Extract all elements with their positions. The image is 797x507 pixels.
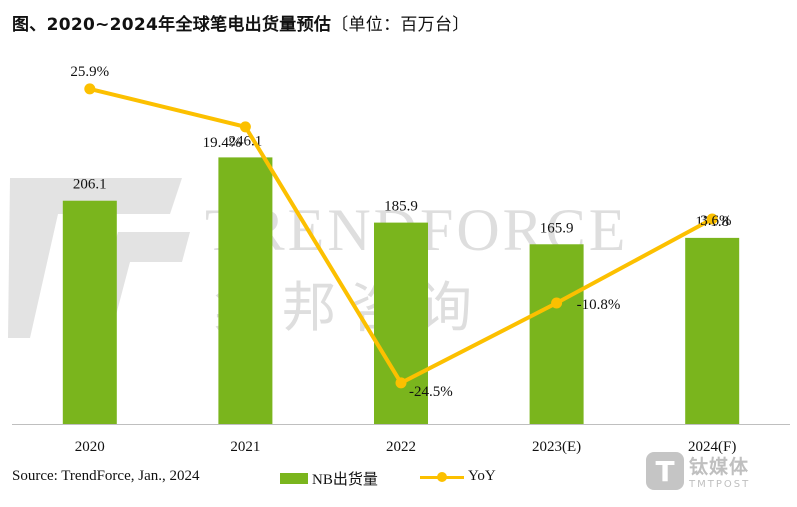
bar xyxy=(62,200,117,424)
yoy-value-label: -10.8% xyxy=(577,297,621,313)
legend-bar-label: NB出货量 xyxy=(312,472,378,488)
yoy-point xyxy=(551,297,563,309)
yoy-point xyxy=(395,377,407,389)
source-note: Source: TrendForce, Jan., 2024 xyxy=(12,468,200,484)
legend-bar-swatch xyxy=(280,473,308,484)
yoy-point xyxy=(239,121,251,133)
x-tick-label: 2020 xyxy=(75,439,105,455)
legend-item-line: YoY xyxy=(420,468,496,485)
tmtpost-logo: T 钛媒体 TMTPOST xyxy=(646,452,750,490)
yoy-point xyxy=(84,83,96,95)
legend-line-swatch xyxy=(420,471,464,483)
bar xyxy=(529,244,584,424)
yoy-value-label: 3.6% xyxy=(700,213,731,229)
x-tick-label: 2022 xyxy=(386,439,416,455)
bar-value-label: 165.9 xyxy=(540,220,574,236)
tmtpost-logo-icon: T xyxy=(646,452,684,490)
chart-title-unit: 〔单位：百万台〕 xyxy=(331,15,470,35)
x-tick-label: 2023(E) xyxy=(532,439,581,455)
chart-title: 图、2020~2024年全球笔电出货量预估〔单位：百万台〕 xyxy=(12,10,470,35)
chart-title-main: 图、2020~2024年全球笔电出货量预估 xyxy=(12,15,332,35)
bar-value-label: 185.9 xyxy=(384,199,418,215)
x-tick-label: 2021 xyxy=(230,439,260,455)
tmtpost-logo-cn: 钛媒体 xyxy=(689,456,750,478)
yoy-value-label: 25.9% xyxy=(70,64,109,80)
yoy-value-label: 19.4% xyxy=(203,135,242,151)
bar-value-label: 206.1 xyxy=(73,177,107,193)
legend-item-bar: NB出货量 xyxy=(280,468,378,489)
bar xyxy=(685,237,740,424)
yoy-point xyxy=(706,213,718,225)
bar xyxy=(374,222,428,424)
x-tick-label: 2024(F) xyxy=(688,439,736,455)
tmtpost-logo-en: TMTPOST xyxy=(689,479,751,490)
bar xyxy=(218,157,273,424)
legend-line-label: YoY xyxy=(468,468,496,484)
yoy-value-label: -24.5% xyxy=(409,384,453,400)
